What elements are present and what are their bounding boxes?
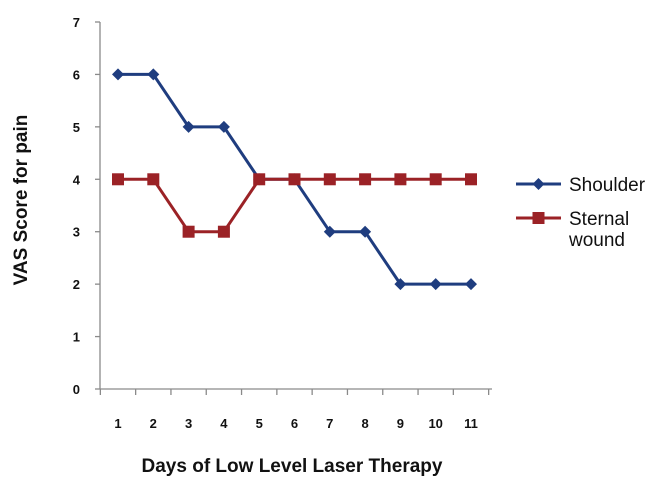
series-2-point bbox=[253, 173, 266, 186]
series-1-point bbox=[182, 120, 195, 133]
legend-item-1: Shoulder bbox=[516, 175, 646, 196]
series-1-point bbox=[394, 278, 407, 291]
series-1-point bbox=[217, 120, 230, 133]
legend-label: Sternal wound bbox=[568, 209, 629, 251]
series-2-point bbox=[465, 173, 477, 186]
y-axis-title: VAS Score for pain bbox=[11, 115, 32, 286]
y-tick-label: 1 bbox=[73, 330, 80, 345]
legend-swatch-marker bbox=[532, 178, 545, 190]
legend-swatch-marker bbox=[532, 212, 545, 224]
legend-label-line: Shoulder bbox=[569, 175, 646, 196]
x-tick-label: 2 bbox=[150, 416, 157, 431]
x-tick-label: 3 bbox=[185, 416, 192, 431]
series-2-point bbox=[429, 173, 442, 186]
x-tick-label: 10 bbox=[428, 416, 442, 431]
series-1-point bbox=[147, 68, 160, 81]
series-2 bbox=[112, 173, 477, 238]
legend-label-line: Sternal bbox=[569, 209, 629, 230]
series-2-point bbox=[217, 225, 230, 238]
x-axis-title: Days of Low Level Laser Therapy bbox=[142, 456, 443, 477]
legend: Shoulder Sternal wound bbox=[516, 175, 646, 251]
chart-axes bbox=[99, 22, 492, 390]
series-2-point bbox=[182, 225, 195, 238]
series-2-point bbox=[394, 173, 407, 186]
x-tick-label: 5 bbox=[256, 416, 263, 431]
x-tick-label: 7 bbox=[326, 416, 333, 431]
legend-label: Shoulder bbox=[569, 175, 646, 196]
series-1-point bbox=[323, 225, 336, 238]
legend-item-2: Sternal wound bbox=[516, 209, 629, 251]
x-tick-label: 6 bbox=[291, 416, 298, 431]
y-tick-label: 6 bbox=[73, 67, 80, 82]
series-2-point bbox=[112, 173, 124, 186]
y-tick-label: 2 bbox=[73, 277, 80, 292]
x-tick-labels: 1 2 3 4 5 6 7 8 9 10 11 bbox=[99, 389, 490, 431]
series-2-point bbox=[147, 173, 160, 186]
series-1-point bbox=[112, 68, 124, 81]
series-2-line bbox=[118, 177, 471, 234]
x-tick-label: 8 bbox=[361, 416, 368, 431]
legend-label-line: wound bbox=[568, 230, 625, 251]
x-tick-label: 9 bbox=[397, 416, 404, 431]
series-1-point bbox=[359, 225, 372, 238]
x-tick-label: 1 bbox=[114, 416, 121, 431]
y-tick-label: 3 bbox=[73, 225, 80, 240]
y-tick-label: 4 bbox=[73, 172, 81, 187]
series-2-point bbox=[359, 173, 372, 186]
series-2-point bbox=[288, 173, 301, 186]
y-tick-label: 0 bbox=[73, 382, 80, 397]
y-tick-label: 5 bbox=[73, 120, 80, 135]
series-2-point bbox=[323, 173, 336, 186]
series-1-point bbox=[465, 278, 477, 291]
y-tick-labels: 0 1 2 3 4 5 6 7 bbox=[73, 15, 100, 397]
y-tick-label: 7 bbox=[73, 15, 80, 30]
series-1-point bbox=[429, 278, 442, 291]
series-layer bbox=[112, 68, 477, 291]
x-tick-label: 4 bbox=[220, 416, 228, 431]
x-tick-label: 11 bbox=[464, 416, 478, 431]
